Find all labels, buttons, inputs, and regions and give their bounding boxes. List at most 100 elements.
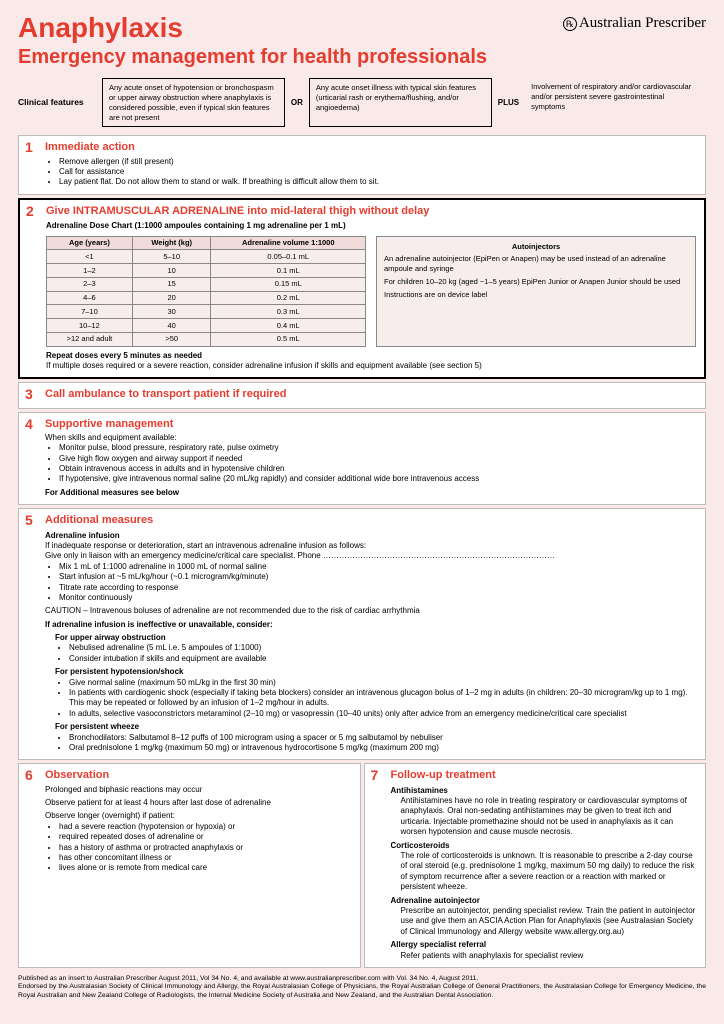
section-title: Supportive management [45,417,697,431]
section-number: 2 [26,202,34,220]
list-item: Oral prednisolone 1 mg/kg (maximum 50 mg… [69,743,697,753]
list-item: Start infusion at ~5 mL/kg/hour (~0.1 mi… [59,572,697,582]
subheading: Corticosteroids [391,841,698,851]
table-cell: 20 [132,291,211,305]
table-cell: 5–10 [132,250,211,264]
list-item: lives alone or is remote from medical ca… [59,863,352,873]
list-item: Remove allergen (if still present) [59,157,697,167]
table-cell: 0.15 mL [211,277,366,291]
list-item: Lay patient flat. Do not allow them to s… [59,177,697,187]
table-cell: 4–6 [47,291,133,305]
table-cell: 7–10 [47,305,133,319]
list-item: Consider intubation if skills and equipm… [69,654,697,664]
clinical-box-1: Any acute onset of hypotension or bronch… [102,78,285,127]
section-5: 5 Additional measures Adrenaline infusio… [18,508,706,760]
list-item: Monitor continuously [59,593,697,603]
subheading: For persistent wheeze [55,722,697,732]
section-title: Immediate action [45,140,697,154]
chart-caption: Adrenaline Dose Chart (1:1000 ampoules c… [46,221,696,231]
section-number: 7 [371,766,379,784]
list-item: Call for assistance [59,167,697,177]
autoinjector-text: Instructions are on device label [384,290,688,300]
subheading: Adrenaline autoinjector [391,896,698,906]
table-cell: 0.1 mL [211,264,366,278]
repeat-note: If multiple doses required or a severe r… [46,361,696,371]
clinical-features-row: Clinical features Any acute onset of hyp… [18,78,706,127]
publisher-logo: ℞Australian Prescriber [563,14,706,34]
list-item: Monitor pulse, blood pressure, respirato… [59,443,697,453]
section-number: 4 [25,415,33,433]
subheading: For persistent hypotension/shock [55,667,697,677]
body-text: Antihistamines have no role in treating … [401,796,698,838]
body-text: Prolonged and biphasic reactions may occ… [45,785,352,795]
list-item: Bronchodilators: Salbutamol 8–12 puffs o… [69,733,697,743]
section-4: 4 Supportive management When skills and … [18,412,706,506]
section-7: 7 Follow-up treatment Antihistamines Ant… [364,763,707,968]
logo-text: Australian Prescriber [579,15,706,31]
table-cell: 10 [132,264,211,278]
body-text: If inadequate response or deterioration,… [45,541,697,551]
section-3: 3 Call ambulance to transport patient if… [18,382,706,408]
table-cell: 0.4 mL [211,319,366,333]
table-cell: 30 [132,305,211,319]
th: Age (years) [47,236,133,250]
table-cell: 10–12 [47,319,133,333]
section-title: Observation [45,768,352,782]
section-title: Call ambulance to transport patient if r… [45,387,697,401]
subheading: Adrenaline infusion [45,531,697,541]
header: ℞Australian Prescriber Anaphylaxis Emerg… [18,10,706,70]
subheading: Allergy specialist referral [391,940,698,950]
table-cell: 0.05–0.1 mL [211,250,366,264]
clinical-label: Clinical features [18,78,98,127]
table-cell: >50 [132,332,211,346]
autoinjector-text: For children 10–20 kg (aged ~1–5 years) … [384,277,688,287]
list-item: In adults, selective vasoconstrictors me… [69,709,697,719]
list-item: had a severe reaction (hypotension or hy… [59,822,352,832]
table-cell: >12 and adult [47,332,133,346]
subheading: If adrenaline infusion is ineffective or… [45,620,697,630]
table-cell: 2–3 [47,277,133,291]
list-item: Give high flow oxygen and airway support… [59,454,697,464]
clinical-box-2: Any acute onset illness with typical ski… [309,78,492,127]
footer: Published as an insert to Australian Pre… [18,975,706,1000]
list-item: Titrate rate according to response [59,583,697,593]
subheading: For upper airway obstruction [55,633,697,643]
table-cell: 0.3 mL [211,305,366,319]
list-item: If hypotensive, give intravenous normal … [59,474,697,484]
section-number: 3 [25,385,33,403]
table-cell: 0.2 mL [211,291,366,305]
section-1: 1 Immediate action Remove allergen (if s… [18,135,706,194]
section-title: Give INTRAMUSCULAR ADRENALINE into mid-l… [46,204,696,218]
th: Weight (kg) [132,236,211,250]
footer-line: Published as an insert to Australian Pre… [18,975,706,983]
table-cell: 0.5 mL [211,332,366,346]
list-item: has a history of asthma or protracted an… [59,843,352,853]
section-number: 1 [25,138,33,156]
dose-table: Age (years) Weight (kg) Adrenaline volum… [46,236,366,347]
list-item: Mix 1 mL of 1:1000 adrenaline in 1000 mL… [59,562,697,572]
body-text: The role of corticosteroids is unknown. … [401,851,698,893]
page-subtitle: Emergency management for health professi… [18,44,706,70]
footer-text: For Additional measures see below [45,488,697,498]
rx-icon: ℞ [563,17,577,31]
repeat-heading: Repeat doses every 5 minutes as needed [46,351,696,361]
section-title: Follow-up treatment [391,768,698,782]
list-item: has other concomitant illness or [59,853,352,863]
section-number: 5 [25,511,33,529]
body-text: Refer patients with anaphylaxis for spec… [401,951,698,961]
caution-text: CAUTION – Intravenous boluses of adrenal… [45,606,697,616]
autoinjector-text: An adrenaline autoinjector (EpiPen or An… [384,254,688,274]
list-item: required repeated doses of adrenaline or [59,832,352,842]
clinical-plus: PLUS [496,78,521,127]
clinical-box-3: Involvement of respiratory and/or cardio… [525,78,706,127]
footer-line: Endorsed by the Australasian Society of … [18,983,706,1000]
section-number: 6 [25,766,33,784]
clinical-or: OR [289,78,305,127]
section-6: 6 Observation Prolonged and biphasic rea… [18,763,361,968]
autoinjector-box: Autoinjectors An adrenaline autoinjector… [376,236,696,347]
list-item: Give normal saline (maximum 50 mL/kg in … [69,678,697,688]
table-cell: 15 [132,277,211,291]
autoinjector-title: Autoinjectors [384,242,688,252]
body-text: Observe patient for at least 4 hours aft… [45,798,352,808]
body-text: Prescribe an autoinjector, pending speci… [401,906,698,937]
